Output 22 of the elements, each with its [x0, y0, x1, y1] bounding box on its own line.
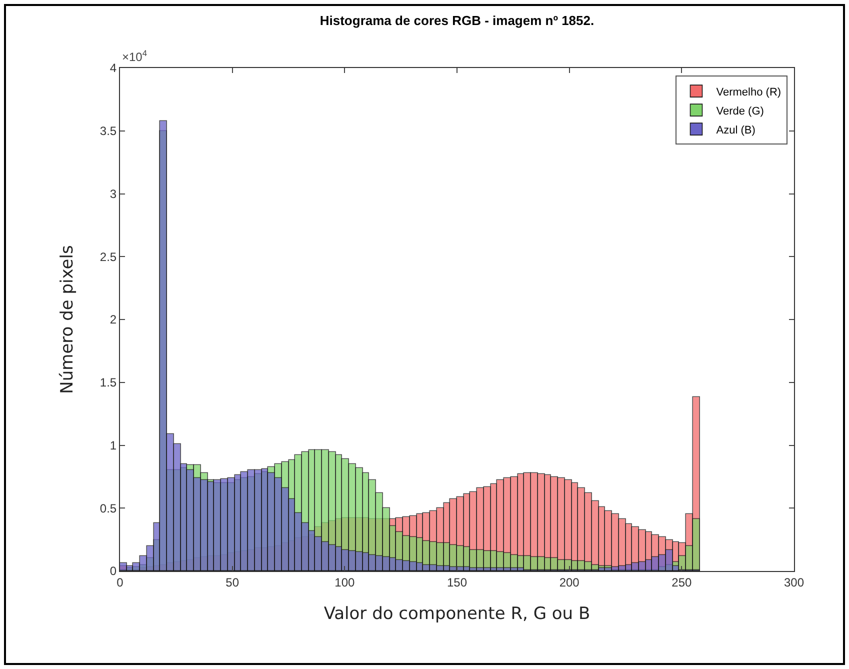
y-tick-label: 0.5 [100, 501, 117, 516]
x-tick-label: 200 [559, 575, 580, 590]
legend-label: Azul (B) [716, 124, 756, 136]
y-axis-title: Número de pixels [57, 245, 78, 394]
x-tick-label: 300 [784, 575, 804, 590]
legend-label: Vermelho (R) [716, 86, 782, 98]
y-tick-label: 3.5 [100, 124, 117, 138]
y-tick-label: 1.5 [100, 376, 117, 390]
text: ×10$^{4}$ [122, 48, 148, 64]
x-tick-label: 250 [672, 575, 692, 590]
x-axis-title: Valor do componente R, G ou B [324, 604, 590, 624]
y-tick-label: 1 [110, 438, 117, 452]
x-tick-label: 100 [334, 575, 355, 590]
chart-title: Histograma de cores RGB - imagem nº 1852. [320, 12, 594, 28]
y-tick-label: 3 [110, 186, 117, 201]
x-tick-label: 150 [446, 575, 468, 590]
x-tick-label: 50 [226, 575, 240, 590]
y-tick-label: 0 [110, 564, 117, 578]
y-tick-label: 4 [110, 61, 117, 76]
y-tick-label: 2 [110, 312, 117, 327]
legend-label: Verde (G) [716, 105, 764, 118]
y-tick-label: 2.5 [100, 250, 117, 264]
